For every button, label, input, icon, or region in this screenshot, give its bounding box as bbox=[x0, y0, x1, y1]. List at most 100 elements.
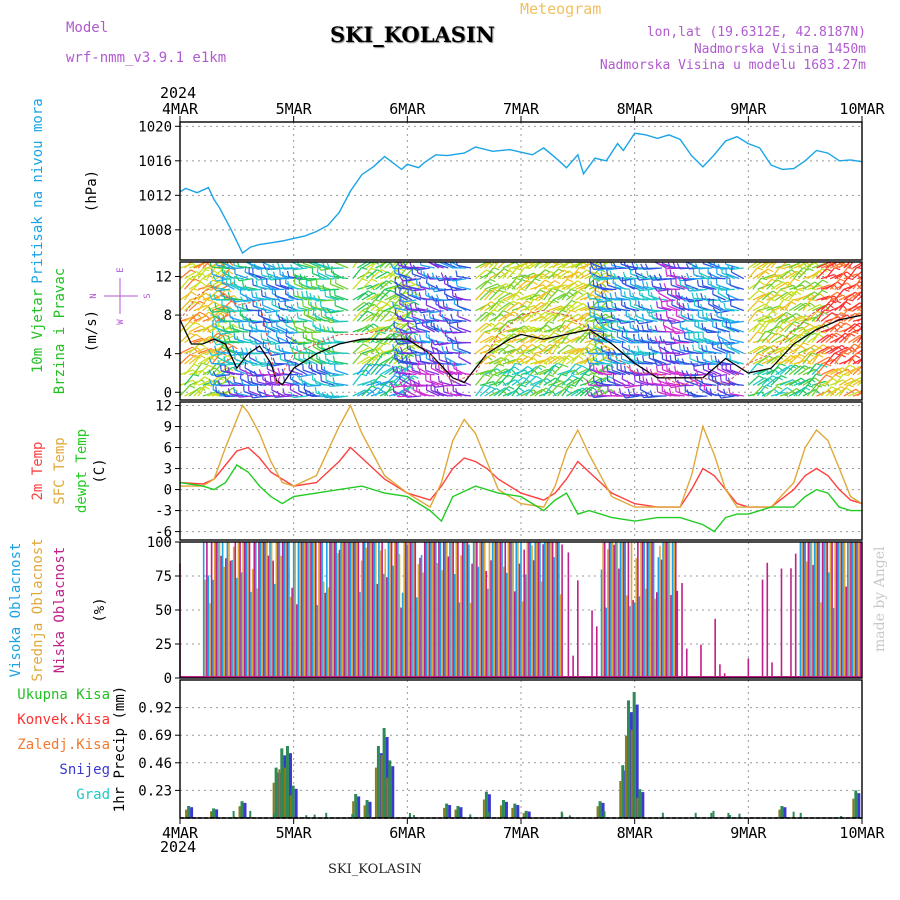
wind-barb bbox=[538, 343, 551, 354]
wind-barb-flag bbox=[695, 380, 699, 387]
wind-barb-flag bbox=[803, 331, 810, 336]
wind-barb-flag bbox=[866, 385, 872, 387]
wind-barb bbox=[397, 361, 412, 365]
wind-barb bbox=[429, 310, 444, 314]
y-tick-label: 0.69 bbox=[138, 728, 172, 744]
wind-barb bbox=[761, 278, 773, 290]
wind-barb bbox=[543, 280, 556, 290]
precip-bar-total bbox=[484, 791, 488, 818]
precip-bar-small bbox=[738, 813, 741, 818]
wind-barb-flag bbox=[540, 343, 547, 348]
wind-barb-flag bbox=[273, 376, 276, 383]
wind-barb bbox=[479, 262, 491, 269]
wind-barb bbox=[816, 320, 827, 333]
wind-barb-flag bbox=[227, 271, 231, 278]
wind-barb-flag bbox=[590, 391, 594, 398]
wind-barb-flag bbox=[447, 364, 450, 371]
wind-barb-flag bbox=[413, 380, 417, 387]
precip-bar-snow bbox=[527, 811, 531, 818]
wind-barb-flag bbox=[279, 268, 281, 275]
wind-barb bbox=[502, 311, 514, 322]
wind-barb-flag bbox=[268, 314, 272, 321]
wind-barb-flag bbox=[520, 327, 525, 333]
wind-barb bbox=[361, 363, 371, 376]
wind-barb bbox=[588, 342, 599, 354]
wind-barb bbox=[402, 278, 417, 282]
wind-barb bbox=[811, 289, 823, 301]
wind-barb bbox=[285, 324, 299, 333]
wind-barb bbox=[731, 271, 745, 280]
legend-snow: Snijeg bbox=[59, 762, 110, 778]
wind-barb bbox=[393, 388, 406, 397]
precip-bar-snow bbox=[288, 753, 292, 818]
wind-barb-flag bbox=[593, 257, 599, 258]
wind-barb-flag bbox=[226, 262, 231, 269]
wind-barb bbox=[484, 267, 495, 280]
ylabel-precip: 1hr Precip (mm) bbox=[112, 686, 128, 812]
wind-barb bbox=[365, 354, 378, 365]
info-line-elevation: Nadmorska Visina 1450m bbox=[693, 42, 866, 57]
wind-barb-flag bbox=[305, 334, 308, 341]
wind-barb-flag bbox=[681, 275, 685, 281]
wind-barb bbox=[747, 375, 760, 386]
wind-barb bbox=[284, 393, 299, 397]
wind-barb-flag bbox=[574, 273, 580, 279]
wind-barb-flag bbox=[249, 359, 253, 366]
wind-barb bbox=[538, 312, 551, 322]
wind-barb-flag bbox=[251, 291, 254, 298]
wind-barb-flag bbox=[622, 326, 626, 333]
wind-barb-flag bbox=[512, 311, 519, 315]
precip-bar-small bbox=[727, 812, 730, 818]
wind-barb bbox=[857, 294, 862, 301]
wind-barb-flag bbox=[818, 333, 825, 339]
wind-barb bbox=[566, 388, 580, 397]
wind-barb bbox=[784, 387, 797, 397]
wind-barb bbox=[412, 273, 426, 280]
wind-barb bbox=[684, 299, 699, 302]
compass-letter: N bbox=[89, 293, 99, 298]
wind-barb bbox=[497, 374, 509, 386]
wind-barb bbox=[379, 310, 391, 322]
wind-barb-flag bbox=[721, 319, 724, 326]
wind-barb-flag bbox=[489, 278, 496, 283]
wind-barb bbox=[670, 372, 685, 376]
wind-barb bbox=[420, 264, 435, 269]
wind-barb bbox=[257, 285, 272, 290]
wind-barb bbox=[393, 374, 404, 386]
wind-barb bbox=[811, 304, 826, 312]
wind-barb bbox=[302, 287, 317, 290]
wind-barb bbox=[430, 380, 444, 386]
wind-barb-flag bbox=[188, 278, 195, 282]
precip-bar-snow bbox=[357, 796, 361, 818]
wind-barb-flag bbox=[759, 281, 766, 286]
wind-barb-flag bbox=[418, 334, 422, 341]
wind-barb bbox=[584, 352, 594, 365]
wind-barb-flag bbox=[308, 351, 311, 358]
wind-barb-flag bbox=[290, 304, 294, 311]
wind-barb bbox=[693, 288, 708, 292]
wind-barb-flag bbox=[227, 388, 231, 395]
wind-barb-flag bbox=[403, 275, 408, 282]
precip-bar-snow bbox=[294, 788, 298, 818]
wind-barb bbox=[625, 284, 640, 290]
wind-barb bbox=[757, 292, 770, 301]
wind-barb bbox=[747, 290, 760, 301]
wind-barb-flag bbox=[264, 344, 267, 351]
wind-barb bbox=[479, 386, 492, 397]
wind-barb-flag bbox=[395, 367, 399, 374]
precip-bar-freezing bbox=[443, 807, 446, 818]
wind-barb-flag bbox=[681, 369, 685, 376]
wind-barb bbox=[216, 314, 230, 322]
wind-barb-flag bbox=[366, 310, 373, 314]
wind-barb-flag bbox=[431, 314, 435, 321]
wind-barb-flag bbox=[235, 284, 240, 291]
wind-barb-flag bbox=[221, 266, 224, 273]
precip-bar-freezing bbox=[596, 806, 599, 818]
wind-barb-flag bbox=[528, 313, 534, 319]
wind-barb-flag bbox=[253, 274, 258, 281]
wind-barb-flag bbox=[193, 278, 200, 282]
wind-barb bbox=[838, 364, 850, 376]
wind-barb-flag bbox=[534, 278, 541, 282]
wind-barb-flag bbox=[839, 278, 846, 283]
precip-bar-small bbox=[486, 815, 489, 818]
